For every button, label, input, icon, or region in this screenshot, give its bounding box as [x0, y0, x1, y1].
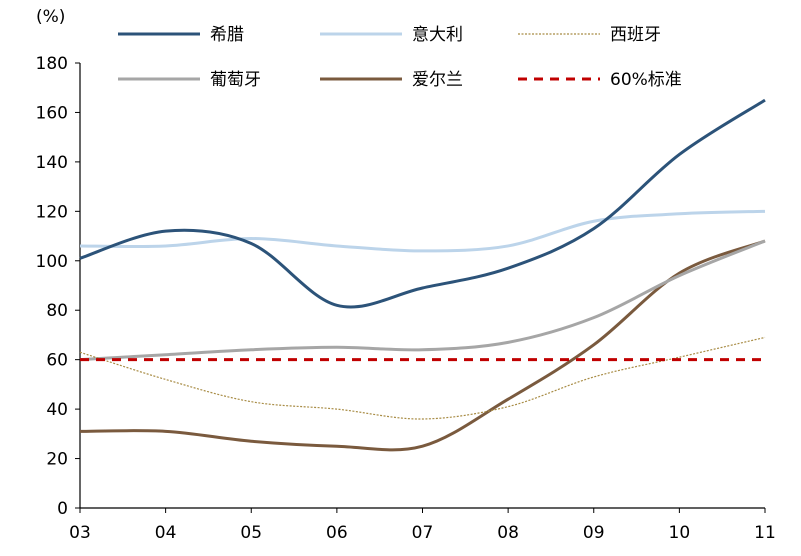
x-tick-label: 03 [69, 523, 91, 543]
y-tick-label: 20 [46, 450, 68, 470]
x-tick-label: 05 [240, 523, 262, 543]
x-tick-label: 10 [669, 523, 691, 543]
series-line-4 [79, 239, 766, 452]
axes: 0 20 40 60 80 100 120 140 160 180 03 04 05 06 07 08 09 10… [36, 54, 776, 543]
legend-label-0: 希腊 [210, 25, 244, 45]
y-tick-label: 160 [36, 103, 68, 123]
y-tick-label: 180 [36, 54, 68, 74]
legend-label-4: 爱尔兰 [412, 70, 463, 90]
y-tick-label: 120 [36, 202, 68, 222]
x-tick-label: 09 [583, 523, 605, 543]
x-tick-label: 08 [497, 523, 519, 543]
x-tick-label: 07 [412, 523, 434, 543]
y-tick-label: 140 [36, 153, 68, 173]
series-line-0 [79, 98, 766, 309]
legend-label-1: 意大利 [412, 25, 463, 45]
series-line-2 [79, 336, 766, 420]
x-tick-label: 11 [754, 523, 776, 543]
x-tick-label: 06 [326, 523, 348, 543]
series-line-1 [79, 209, 766, 253]
legend-label-2: 西班牙 [610, 25, 661, 45]
y-tick-label: 80 [46, 301, 68, 321]
y-tick-label: 60 [46, 351, 68, 371]
y-tick-label: 40 [46, 400, 68, 420]
legend-label-3: 葡萄牙 [210, 70, 261, 90]
x-tick-label: 04 [155, 523, 177, 543]
legend-label-5: 60%标准 [610, 70, 682, 90]
y-unit-label: (%) [36, 7, 65, 27]
plot-area [79, 98, 766, 452]
series-line-3 [79, 239, 766, 362]
y-tick-label: 100 [36, 252, 68, 272]
y-tick-label: 0 [57, 499, 68, 519]
